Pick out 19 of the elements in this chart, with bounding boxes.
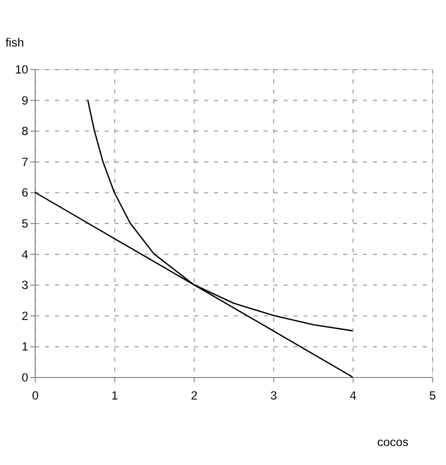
y-axis-title: fish [5, 36, 24, 50]
y-tick-label: 9 [22, 93, 29, 108]
x-axis-title: cocos [377, 435, 408, 450]
y-tick-label: 1 [22, 340, 29, 354]
y-tick-label: 5 [22, 216, 29, 231]
y-tick-label: 6 [22, 186, 29, 200]
y-tick-label: 7 [22, 154, 29, 169]
x-tick-label: 2 [190, 388, 198, 402]
x-tick-label: 1 [111, 388, 118, 402]
x-tick-label: 4 [350, 388, 357, 402]
y-tick-label: 10 [15, 62, 29, 77]
x-tick-label: 0 [32, 388, 39, 402]
y-tick-label: 3 [22, 278, 29, 292]
y-tick-label: 4 [22, 247, 29, 262]
x-tick-label: 3 [270, 388, 278, 402]
y-tick-label: 2 [22, 308, 29, 323]
y-tick-label: 8 [22, 124, 29, 138]
y-tick-label: 0 [22, 370, 29, 384]
x-tick-label: 5 [429, 388, 436, 402]
